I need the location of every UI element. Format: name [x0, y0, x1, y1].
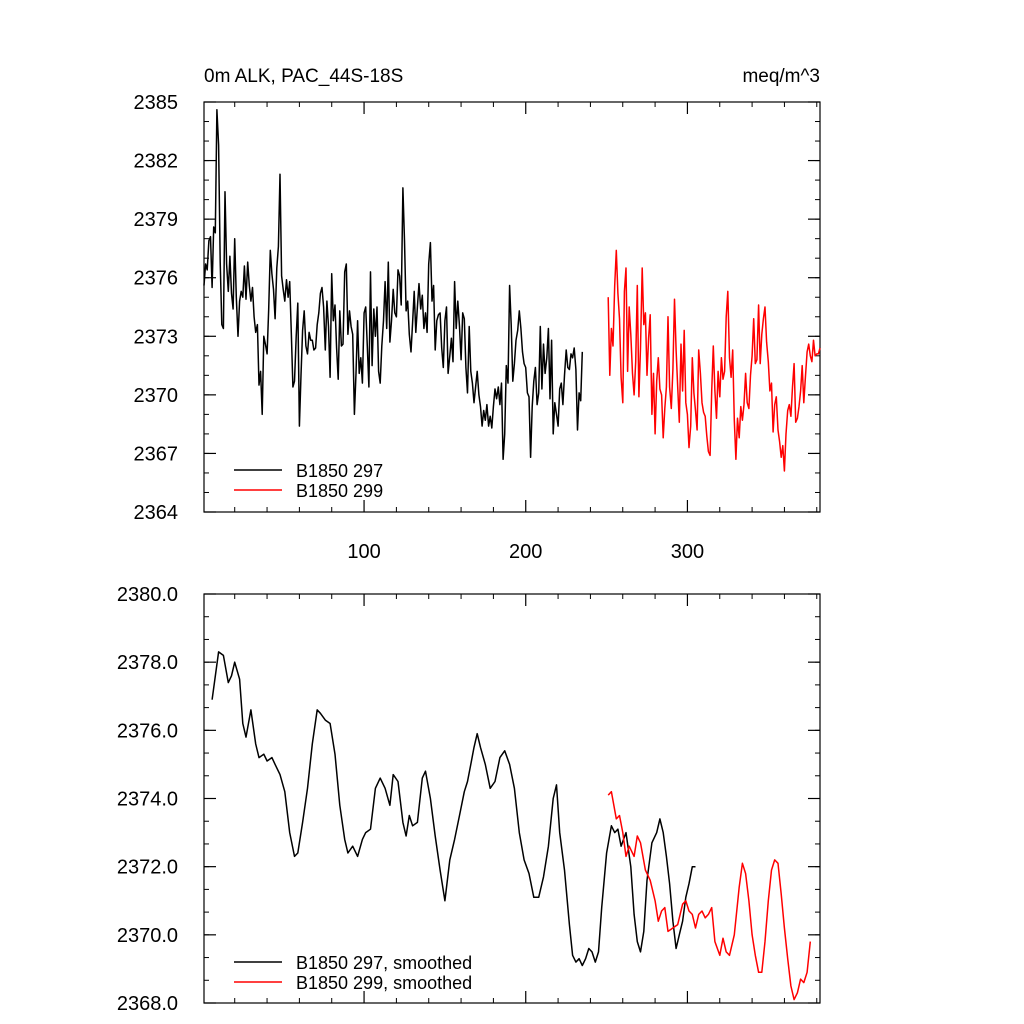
top-y-tick-label: 2373 — [134, 326, 179, 348]
top-legend-label-2: B1850 299 — [296, 481, 383, 501]
bottom-y-tick-label: 2376.0 — [117, 720, 178, 742]
bottom-y-tick-label: 2370.0 — [117, 925, 178, 947]
top-x-tick-label: 100 — [347, 541, 380, 563]
bottom-series-line-1 — [211, 651, 696, 967]
top-plot-frame — [203, 101, 821, 513]
bottom-y-tick-label: 2380.0 — [117, 584, 178, 606]
top-series-line-2 — [607, 249, 821, 472]
top-y-tick-label: 2382 — [134, 151, 179, 173]
top-series-line-1 — [203, 109, 584, 461]
top-y-tick-label: 2364 — [134, 502, 179, 524]
bottom-legend-label-2: B1850 299, smoothed — [296, 973, 472, 993]
bottom-y-tick-label: 2374.0 — [117, 789, 178, 811]
bottom-y-tick-label: 2378.0 — [117, 652, 178, 674]
top-y-tick-label: 2376 — [134, 268, 179, 290]
bottom-y-tick-label: 2368.0 — [117, 993, 178, 1015]
bottom-panel: 2368.0 2370.0 2372.0 2374.0 2376.0 2378.0 2380… — [117, 584, 821, 1015]
top-x-tick-label: 300 — [671, 541, 704, 563]
bottom-plot-frame — [203, 593, 821, 1004]
top-y-tick-label: 2367 — [134, 443, 179, 465]
top-y-tick-label: 2379 — [134, 209, 179, 231]
top-x-tick-label: 200 — [509, 541, 542, 563]
top-panel-title-right: meq/m^3 — [742, 66, 820, 87]
bottom-y-tick-label: 2372.0 — [117, 857, 178, 879]
bottom-legend-label-1: B1850 297, smoothed — [296, 953, 472, 973]
top-y-tick-label: 2370 — [134, 385, 179, 407]
top-panel-title-left: 0m ALK, PAC_44S-18S — [204, 66, 403, 87]
top-y-tick-label: 2385 — [134, 92, 179, 114]
bottom-series-line-2 — [607, 790, 812, 1001]
top-legend-label-1: B1850 297 — [296, 461, 383, 481]
top-panel: 0m ALK, PAC_44S-18S meq/m^3 2364 2367 2370… — [134, 66, 821, 563]
